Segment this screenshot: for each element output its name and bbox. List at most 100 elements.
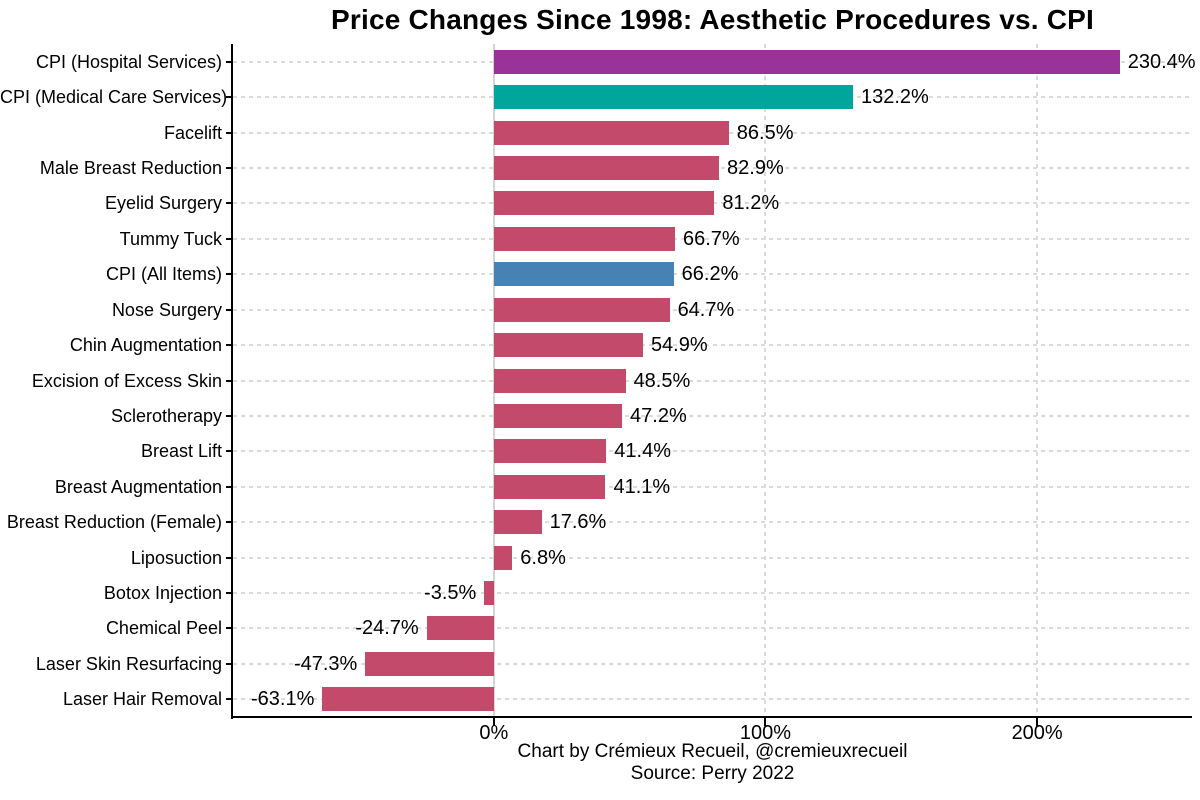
horizontal-gridline	[233, 273, 1192, 276]
horizontal-gridline	[233, 237, 1192, 240]
caption-source: Source: Perry 2022	[630, 763, 795, 784]
category-label: CPI (All Items)	[105, 264, 222, 285]
category-label: Botox Injection	[103, 583, 222, 604]
y-axis-tick	[226, 485, 233, 488]
bar-value-label: -47.3%	[293, 652, 358, 675]
bar	[493, 510, 542, 535]
y-axis-tick	[226, 166, 233, 169]
y-axis-tick	[226, 627, 233, 630]
bar-value-label: 48.5%	[633, 369, 691, 392]
bar-value-label: 66.2%	[681, 263, 739, 286]
category-label: CPI (Medical Care Services)	[0, 87, 228, 108]
y-axis-tick	[226, 662, 233, 665]
y-axis-tick	[226, 414, 233, 417]
x-axis-tick	[1036, 718, 1039, 726]
bar	[493, 49, 1120, 74]
bar	[493, 333, 643, 358]
bar-value-label: 132.2%	[860, 86, 929, 109]
category-label: Liposuction	[130, 547, 222, 568]
category-label: Laser Hair Removal	[62, 689, 222, 710]
y-axis-tick	[226, 237, 233, 240]
category-label: Male Breast Reduction	[39, 157, 222, 178]
horizontal-gridline	[233, 450, 1192, 453]
bar-value-label: 66.7%	[683, 227, 740, 250]
bar	[493, 403, 623, 428]
bar	[493, 191, 715, 216]
category-label: Facelift	[163, 122, 222, 143]
x-axis-tick-label: 0%	[479, 722, 509, 744]
bar	[493, 85, 853, 110]
category-label: Chin Augmentation	[69, 335, 222, 356]
horizontal-gridline	[233, 344, 1192, 347]
horizontal-gridline	[233, 485, 1192, 488]
x-axis-tick-label: 100%	[739, 722, 792, 744]
category-label: Nose Surgery	[111, 299, 222, 320]
bar	[493, 474, 606, 499]
bar	[493, 155, 719, 180]
horizontal-gridline	[233, 521, 1192, 524]
bar-value-label: 17.6%	[549, 511, 607, 534]
y-axis-tick	[226, 60, 233, 63]
bar-value-label: 54.9%	[650, 334, 708, 357]
bar-value-label: -63.1%	[251, 688, 315, 711]
bar-value-label: 230.4%	[1127, 50, 1196, 73]
x-axis-tick	[764, 718, 767, 726]
bar	[426, 616, 494, 641]
x-axis-tick-label: 200%	[1011, 722, 1063, 744]
category-label: Breast Augmentation	[54, 476, 222, 497]
y-axis-tick	[226, 131, 233, 134]
y-axis-tick	[226, 344, 233, 347]
bar-value-label: 47.2%	[630, 404, 687, 427]
x-axis-tick	[492, 718, 495, 726]
bar-value-label: 41.4%	[614, 440, 671, 463]
bar	[493, 545, 513, 570]
y-axis-tick	[226, 96, 233, 99]
plot-area: 230.4% 132.2% 86.5% 82.9% 81.2% 66.7% 66.2% 64.…	[233, 44, 1196, 717]
bar	[493, 368, 626, 393]
category-label: Sclerotherapy	[110, 405, 222, 426]
bar	[493, 226, 675, 251]
y-axis-tick	[226, 273, 233, 276]
bar-value-label: 82.9%	[727, 156, 784, 179]
chart-title: Price Changes Since 1998: Aesthetic Proc…	[331, 4, 1094, 35]
bar	[484, 581, 494, 606]
y-axis-tick	[226, 450, 233, 453]
y-axis-tick	[226, 202, 233, 205]
bar	[493, 120, 729, 145]
category-label: Eyelid Surgery	[104, 193, 222, 214]
horizontal-gridline	[233, 379, 1192, 382]
y-axis-tick	[226, 308, 233, 311]
category-label: CPI (Hospital Services)	[35, 51, 222, 72]
bar-value-label: -24.7%	[355, 617, 419, 640]
bar	[322, 687, 494, 712]
y-axis-line	[231, 44, 233, 719]
category-label: Breast Reduction (Female)	[6, 512, 222, 533]
caption: Chart by Crémieux Recueil, @cremieuxrecu…	[233, 741, 1192, 785]
y-axis-tick	[226, 556, 233, 559]
bar-value-label: -3.5%	[424, 582, 477, 605]
category-label: Excision of Excess Skin	[31, 370, 222, 391]
category-label: Laser Skin Resurfacing	[35, 653, 222, 674]
y-axis-tick	[226, 592, 233, 595]
bar	[493, 262, 674, 287]
bar	[365, 651, 494, 676]
category-label: Tummy Tuck	[119, 228, 222, 249]
bar-value-label: 6.8%	[520, 546, 566, 569]
horizontal-gridline	[233, 308, 1192, 311]
y-axis-tick	[226, 379, 233, 382]
horizontal-gridline	[233, 662, 1192, 665]
horizontal-gridline	[233, 414, 1192, 417]
horizontal-gridline	[233, 627, 1192, 630]
bar	[493, 439, 607, 464]
bar-value-label: 81.2%	[722, 192, 780, 215]
y-axis-tick	[226, 521, 233, 524]
caption-credit: Chart by Crémieux Recueil, @cremieuxrecu…	[517, 741, 908, 762]
horizontal-gridline	[233, 592, 1192, 595]
horizontal-gridline	[233, 698, 1192, 701]
category-label: Breast Lift	[140, 441, 222, 462]
x-axis-line	[233, 716, 1192, 718]
horizontal-gridline	[233, 556, 1192, 559]
category-label: Chemical Peel	[105, 618, 222, 639]
bar-value-label: 64.7%	[677, 298, 735, 321]
